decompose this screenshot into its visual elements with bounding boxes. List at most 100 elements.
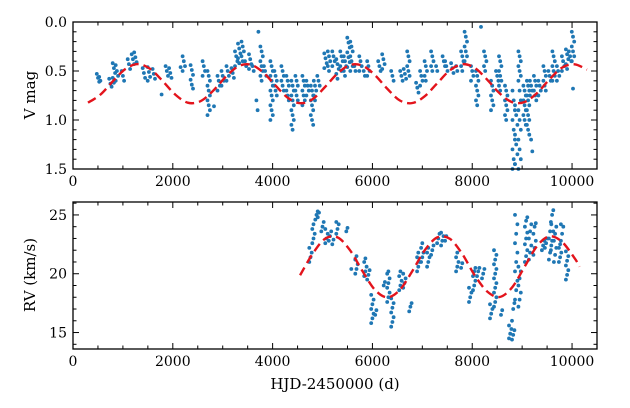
data-point [369,321,374,325]
data-point [335,76,340,81]
data-point [494,253,499,257]
data-point [390,320,395,324]
data-point [97,75,102,79]
data-point [147,70,151,74]
data-point [284,74,289,78]
data-point [507,323,511,328]
data-point [290,83,295,88]
data-point [473,278,478,283]
data-point [326,238,331,243]
data-point [310,118,314,122]
data-point [407,309,412,314]
data-point [564,249,568,254]
data-point [206,103,211,108]
data-point [482,49,486,54]
data-point [503,113,507,117]
data-point [334,231,339,236]
data-point [529,83,533,88]
data-point [345,35,350,40]
data-point [406,54,411,59]
data-point [322,66,327,70]
data-point [311,222,316,227]
data-point [389,324,394,329]
data-point [163,64,168,68]
data-point [558,242,562,247]
data-point [555,64,559,68]
data-point [542,69,547,73]
data-point [513,162,517,167]
data-point [517,54,522,59]
data-point [308,83,313,88]
data-point [239,54,244,59]
data-point [294,93,299,98]
data-point [459,266,463,270]
data-point [215,88,220,93]
x-tick-label: 6000 [355,174,391,190]
data-point [345,226,350,230]
data-point [513,297,517,302]
data-point [304,93,309,98]
data-point [285,78,290,83]
data-point [560,69,564,73]
x-tick-label: 8000 [454,174,490,190]
data-point [268,59,273,64]
data-point [321,220,326,224]
data-point [191,73,195,77]
data-point [475,74,480,78]
data-point [353,271,358,276]
data-point [415,85,420,90]
data-point [564,263,568,268]
data-point [389,69,394,73]
data-point [525,78,529,83]
data-point [549,243,554,248]
data-point [344,229,349,234]
data-point [391,315,396,320]
data-point [273,88,278,93]
data-point [304,78,309,83]
data-point [497,54,501,59]
data-point [482,64,486,68]
data-point [317,210,321,215]
data-point [178,65,183,69]
data-point [419,260,423,264]
x-tick-label: 2000 [155,354,191,370]
data-point [181,59,186,64]
x-tick-label: 10000 [550,354,595,370]
data-point [310,227,315,231]
data-point [493,285,498,290]
data-point [513,108,517,113]
data-point [338,49,343,54]
data-point [268,74,273,78]
data-point [200,74,205,78]
data-point [517,118,522,122]
data-point [133,55,138,60]
data-point [409,301,414,305]
data-point [475,103,480,108]
data-point [541,64,546,68]
v-mag-panel: 0 2000 4000 6000 8000 10000 0.0 0.5 1.0 1.5 [45,15,598,190]
data-point [224,78,229,83]
data-point [269,93,274,98]
data-point [289,93,294,98]
data-point [418,69,422,73]
data-point [319,229,324,234]
data-point [565,273,569,277]
data-point [430,69,435,73]
data-point [533,221,538,226]
data-point [483,69,488,73]
data-point [338,64,343,68]
data-point [239,39,244,44]
data-point [571,86,575,91]
data-point [521,113,526,117]
data-point [504,88,509,93]
data-point [201,64,206,68]
rv-panel: 0 2000 4000 6000 8000 10000 15 20 25 [49,201,598,370]
data-point [365,59,370,64]
data-point [494,295,499,300]
data-point [289,123,294,127]
data-point [426,260,431,264]
data-point [500,308,505,313]
data-point [227,74,231,78]
data-point [492,262,496,267]
data-point [515,123,520,127]
